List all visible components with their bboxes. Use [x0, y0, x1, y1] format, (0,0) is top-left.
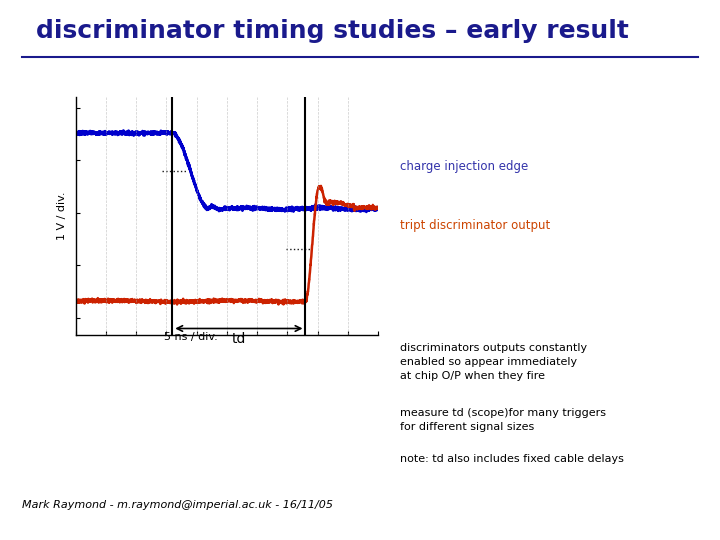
- Text: 5 ns / div.: 5 ns / div.: [163, 332, 217, 342]
- Y-axis label: 1 V / div.: 1 V / div.: [57, 192, 66, 240]
- Text: tript discriminator output: tript discriminator output: [400, 219, 550, 232]
- Text: measure td (scope)for many triggers
for different signal sizes: measure td (scope)for many triggers for …: [400, 408, 606, 431]
- Text: discriminator timing studies – early result: discriminator timing studies – early res…: [36, 19, 629, 43]
- Text: discriminators outputs constantly
enabled so appear immediately
at chip O/P when: discriminators outputs constantly enable…: [400, 343, 587, 381]
- Text: Mark Raymond - m.raymond@imperial.ac.uk - 16/11/05: Mark Raymond - m.raymond@imperial.ac.uk …: [22, 500, 333, 510]
- Text: charge injection edge: charge injection edge: [400, 160, 528, 173]
- Text: td: td: [232, 332, 246, 346]
- Text: note: td also includes fixed cable delays: note: td also includes fixed cable delay…: [400, 454, 624, 464]
